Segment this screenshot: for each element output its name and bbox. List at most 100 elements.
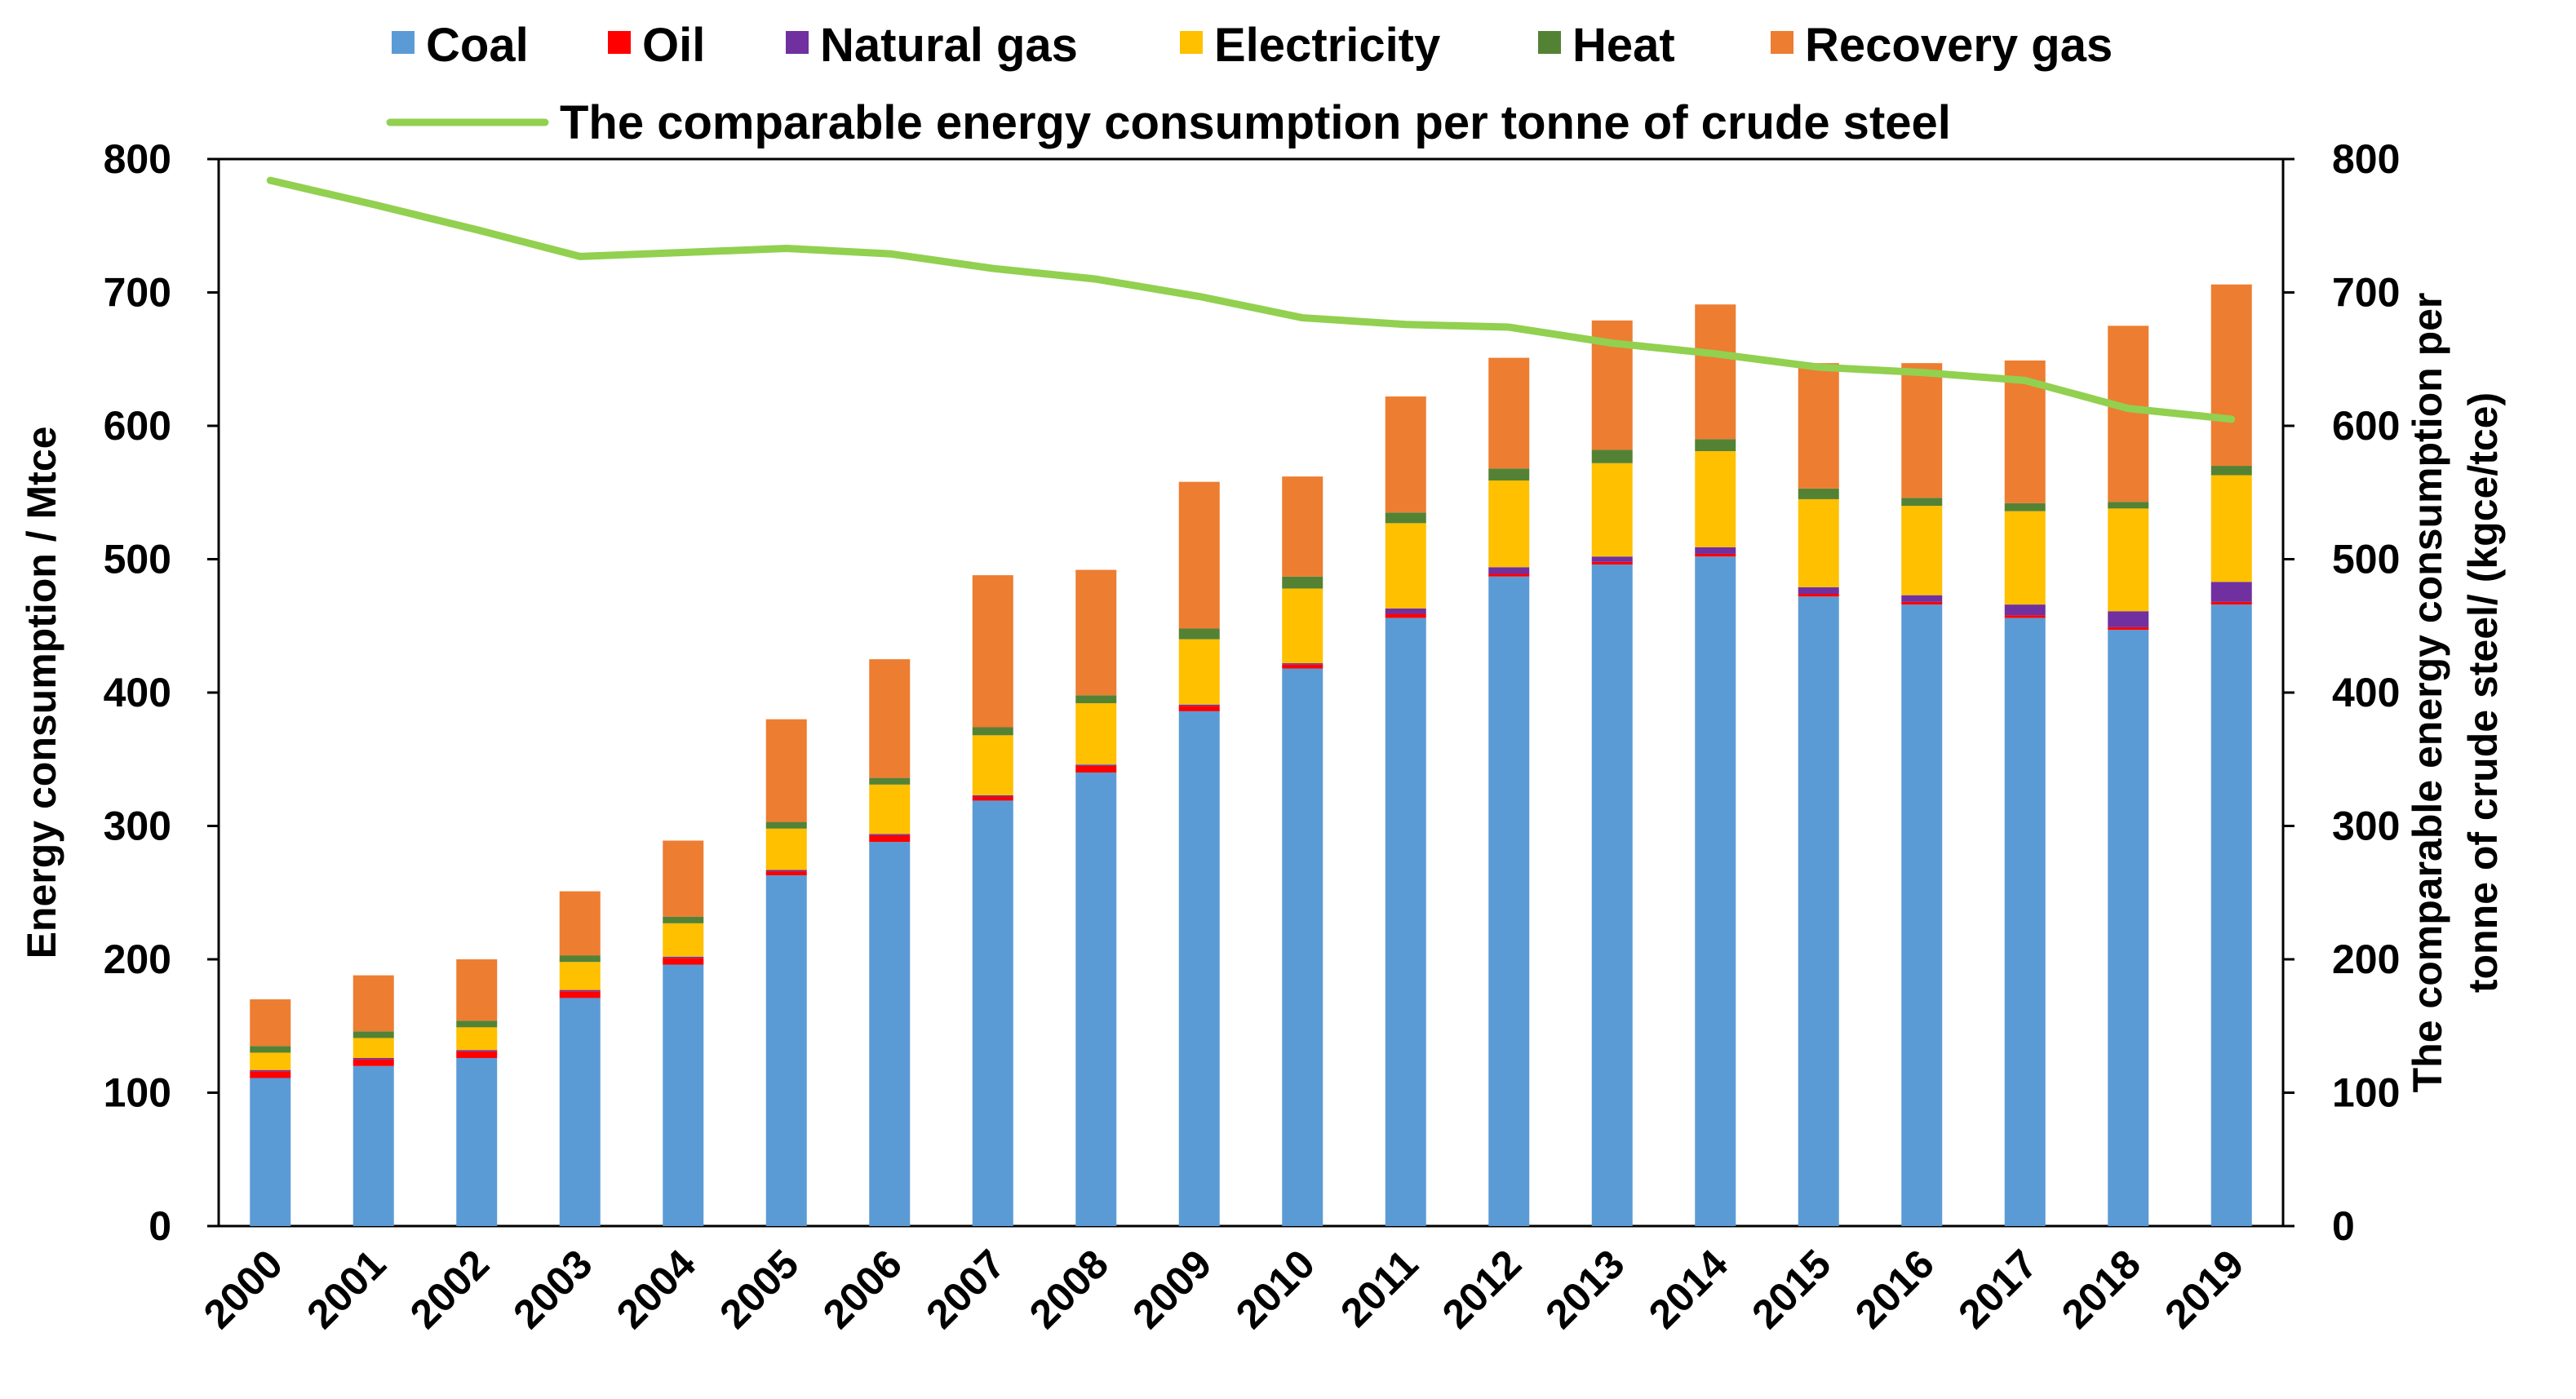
bar-oil-2015	[1798, 594, 1839, 597]
bar-oil-2018	[2108, 626, 2149, 631]
line-point-2010	[1301, 317, 1304, 319]
bar-heat-2002	[456, 1020, 498, 1028]
legend-label-electricity: Electricity	[1214, 19, 1440, 72]
y-tick-label-right: 0	[2332, 1203, 2355, 1249]
y-tick-label-left: 400	[104, 670, 171, 715]
x-tick-label-2004: 2004	[608, 1241, 704, 1337]
bar-electricity-2016	[1901, 506, 1943, 595]
bar-electricity-2014	[1695, 451, 1736, 547]
y-axis-title-right-line2: tonne of crude steel/ (kgce/tce)	[2460, 392, 2506, 993]
line-point-2008	[1095, 278, 1097, 281]
bar-coal-2008	[1075, 773, 1117, 1226]
bar-recovery-gas-2005	[765, 719, 807, 822]
bar-oil-2008	[1075, 765, 1117, 773]
y-tick-label-left: 300	[104, 804, 171, 849]
bar-electricity-2015	[1798, 498, 1839, 587]
y-tick-label-left: 800	[104, 136, 171, 182]
bar-electricity-2018	[2108, 508, 2149, 612]
bar-coal-2004	[663, 964, 704, 1226]
bar-oil-2003	[559, 991, 601, 998]
line-point-2016	[1921, 371, 1923, 374]
bar-natural-gas-2018	[2108, 611, 2149, 627]
bar-oil-2006	[869, 835, 911, 843]
y-tick-label-right: 300	[2332, 804, 2400, 849]
line-point-2014	[1714, 352, 1717, 355]
bar-electricity-2019	[2210, 475, 2252, 582]
bar-heat-2001	[352, 1031, 394, 1038]
bar-electricity-2006	[869, 784, 911, 835]
x-tick-label-2009: 2009	[1124, 1241, 1220, 1337]
bar-electricity-2004	[663, 923, 704, 957]
bar-coal-2013	[1591, 564, 1633, 1226]
bar-coal-2012	[1488, 576, 1530, 1226]
bar-recovery-gas-2002	[456, 959, 498, 1021]
bar-coal-2009	[1178, 711, 1220, 1226]
bar-recovery-gas-2019	[2210, 284, 2252, 467]
legend-label-oil: Oil	[642, 19, 705, 72]
bar-coal-2016	[1901, 604, 1943, 1226]
x-tick-label-2016: 2016	[1847, 1241, 1943, 1337]
x-tick-label-2014: 2014	[1640, 1241, 1736, 1337]
x-tick-label-2000: 2000	[195, 1241, 291, 1337]
bar-oil-2007	[972, 796, 1013, 801]
bar-oil-2011	[1385, 613, 1426, 618]
bar-recovery-gas-2008	[1075, 569, 1117, 696]
bar-natural-gas-2007	[972, 795, 1013, 797]
bar-heat-2016	[1901, 498, 1943, 507]
bar-natural-gas-2002	[456, 1050, 498, 1051]
legend-swatch-recovery-gas	[1771, 31, 1793, 54]
x-tick-label-2010: 2010	[1227, 1241, 1323, 1337]
y-axis-title-right-line1: The comparable energy consumption per	[2405, 293, 2450, 1093]
x-tick-label-2015: 2015	[1743, 1241, 1839, 1337]
bar-electricity-2001	[352, 1038, 394, 1058]
bar-recovery-gas-2004	[663, 840, 704, 917]
x-tick-label-2018: 2018	[2053, 1241, 2149, 1337]
bar-coal-2003	[559, 998, 601, 1226]
bar-recovery-gas-2003	[559, 891, 601, 956]
bar-oil-2017	[2004, 615, 2046, 618]
bar-electricity-2007	[972, 735, 1013, 795]
line-point-2015	[1817, 366, 1820, 369]
x-ticks: 2000 2001 2002 2003 2004 2005 2006 2007 2008 2009…	[195, 1241, 2253, 1337]
legend-label-recovery-gas: Recovery gas	[1805, 19, 2113, 72]
bar-recovery-gas-2010	[1282, 476, 1323, 577]
y-tick-label-right: 500	[2332, 537, 2400, 582]
bar-electricity-2010	[1282, 588, 1323, 664]
bar-heat-2012	[1488, 468, 1530, 481]
legend-label-line: The comparable energy consumption per to…	[560, 96, 1951, 149]
bar-electricity-2005	[765, 828, 807, 870]
bar-natural-gas-2001	[352, 1057, 394, 1060]
bar-recovery-gas-2018	[2108, 325, 2149, 502]
bar-electricity-2008	[1075, 703, 1117, 765]
bar-natural-gas-2013	[1591, 556, 1633, 562]
line-point-2018	[2127, 407, 2130, 410]
bar-natural-gas-2010	[1282, 663, 1323, 665]
bar-heat-2005	[765, 821, 807, 829]
y-tick-label-left: 200	[104, 936, 171, 982]
legend-swatch-natural-gas	[786, 31, 809, 54]
bar-coal-2010	[1282, 668, 1323, 1226]
x-tick-label-2011: 2011	[1332, 1241, 1426, 1335]
bar-recovery-gas-2001	[352, 975, 394, 1032]
x-tick-label-2008: 2008	[1021, 1241, 1117, 1337]
legend: Coal Oil Natural gas Electricity Heat Recover…	[386, 19, 2113, 149]
bar-natural-gas-2012	[1488, 567, 1530, 574]
bar-heat-2004	[663, 916, 704, 923]
bar-heat-2009	[1178, 628, 1220, 640]
bar-oil-2014	[1695, 553, 1736, 557]
legend-label-coal: Coal	[426, 19, 529, 72]
bar-electricity-2011	[1385, 523, 1426, 609]
bar-coal-2006	[869, 842, 911, 1226]
bar-electricity-2009	[1178, 639, 1220, 705]
line-point-2019	[2230, 418, 2232, 420]
bar-natural-gas-2000	[250, 1069, 291, 1072]
bar-natural-gas-2015	[1798, 587, 1839, 595]
bar-heat-2018	[2108, 502, 2149, 509]
legend-label-natural-gas: Natural gas	[820, 19, 1078, 72]
bar-oil-2004	[663, 958, 704, 965]
bar-coal-2014	[1695, 556, 1736, 1226]
bar-coal-2018	[2108, 630, 2149, 1226]
y-tick-label-left: 500	[104, 537, 171, 582]
